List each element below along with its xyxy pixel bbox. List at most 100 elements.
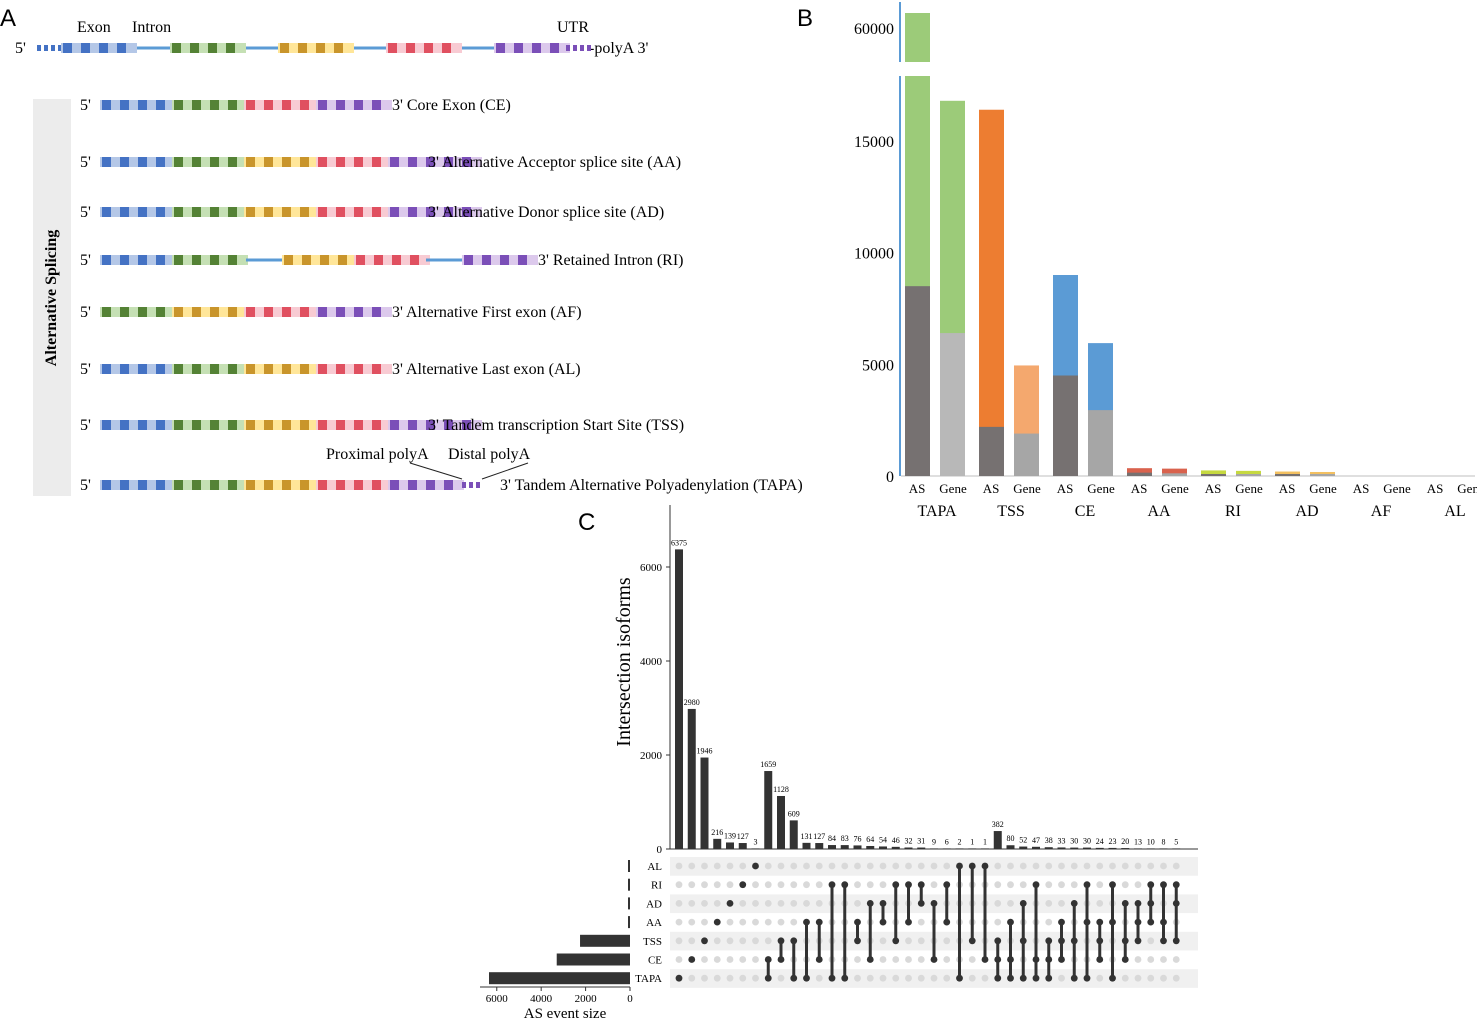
c-bar-value-label: 127	[813, 832, 825, 841]
c-matrix-dot-empty	[752, 974, 759, 982]
isoform-label: 3' Core Exon (CE)	[392, 97, 511, 114]
c-matrix-dot-empty	[1045, 900, 1053, 907]
c-set-size-bar	[628, 860, 630, 872]
c-matrix-dot-empty	[943, 956, 951, 963]
c-matrix-dot-filled	[905, 881, 912, 889]
c-matrix-dot-empty	[943, 937, 951, 945]
c-intersection-bar	[853, 845, 862, 849]
row-exon-b-block	[156, 364, 165, 374]
c-matrix-dot-filled	[1160, 881, 1167, 889]
row-exon-r-block	[336, 420, 345, 430]
b-bar-gene-shared-RI	[1236, 474, 1261, 476]
row-exon-p-block	[444, 480, 453, 490]
row-exon-p-block	[390, 157, 399, 167]
c-matrix-dot-empty	[764, 918, 772, 926]
c-matrix-dot-empty	[675, 937, 683, 945]
gene-exon-green-block	[190, 43, 199, 53]
c-matrix-dot-empty	[815, 974, 823, 982]
c-matrix-dot-filled	[1083, 881, 1091, 889]
row-exon-p-block	[372, 307, 381, 317]
row-exon-b-block	[156, 207, 165, 217]
utr-dash	[51, 45, 55, 51]
c-matrix-dot-empty	[764, 862, 772, 870]
c-bar-value-label: 1	[970, 837, 974, 846]
b-bar-gene-shared-AA	[1162, 473, 1187, 476]
c-matrix-dot-empty	[713, 881, 721, 889]
c-matrix-dot-empty	[1096, 881, 1104, 889]
c-intersection-bar	[700, 757, 709, 849]
c-bar-value-label: 47	[1032, 836, 1040, 845]
row-exon-y-block	[246, 364, 255, 374]
c-intersection-bar	[968, 848, 977, 849]
c-matrix-dot-empty	[701, 918, 708, 926]
row-exon-p-block	[462, 157, 471, 167]
b-bar-label-gene: Gene	[1383, 481, 1411, 496]
c-matrix-dot-empty	[1070, 862, 1078, 870]
row-exon-g-block	[192, 255, 201, 265]
c-bar-value-label: 83	[841, 834, 849, 843]
c-matrix-dot-empty	[866, 862, 874, 870]
gene-five-prime: 5'	[15, 40, 26, 57]
row-exon-b-block	[120, 364, 129, 374]
row-exon-red-block	[264, 100, 273, 110]
c-matrix-dot-empty	[777, 974, 785, 982]
utr-dash	[587, 45, 591, 51]
b-group-label: AA	[1147, 503, 1171, 520]
c-matrix-dot-empty	[1160, 862, 1167, 870]
row-exon-blue-block	[138, 100, 147, 110]
c-matrix-dot-empty	[930, 862, 938, 870]
c-matrix-dot-empty	[1070, 881, 1078, 889]
c-set-size-bar	[628, 878, 630, 891]
c-set-name: TAPA	[635, 973, 662, 985]
c-bar-value-label: 20	[1121, 837, 1129, 846]
c-intersection-bar	[891, 846, 900, 849]
c-matrix-dot-empty	[1045, 862, 1053, 870]
c-bar-value-label: 1946	[697, 747, 713, 756]
c-matrix-dot-empty	[879, 937, 887, 945]
utr-dash	[44, 45, 48, 51]
row-five-prime: 5'	[80, 361, 91, 378]
c-intersection-bar	[917, 847, 926, 849]
row-five-prime: 5'	[80, 417, 91, 434]
row-exon-r-block	[354, 420, 363, 430]
c-matrix-dot-empty	[726, 881, 734, 889]
c-bar-value-label: 139	[724, 831, 736, 840]
b-bar-label-gene: Gene	[1309, 481, 1337, 496]
b-bar-label-as: AS	[1427, 481, 1444, 496]
row-exon-r-block	[356, 255, 365, 265]
c-matrix-dot-empty	[790, 881, 798, 889]
b-bar-label-gene: Gene	[1087, 481, 1115, 496]
c-bar-value-label: 9	[932, 837, 936, 846]
row-exon-b-block	[120, 420, 129, 430]
row-exon-r-block	[264, 307, 273, 317]
b-bar-label-as: AS	[1057, 481, 1074, 496]
isoform-label: 3' Alternative First exon (AF)	[392, 304, 582, 321]
c-matrix-dot-empty	[1058, 881, 1065, 889]
c-matrix-dot-filled	[701, 937, 708, 945]
utr-dash	[462, 482, 466, 488]
row-exon-p-block	[444, 420, 453, 430]
c-matrix-dot-empty	[739, 900, 747, 907]
b-bar-gene-shared-TSS	[1014, 433, 1039, 476]
c-matrix-dot-filled	[739, 881, 747, 889]
c-matrix-dot-empty	[1121, 862, 1129, 870]
c-intersection-bar	[1146, 848, 1155, 849]
gene-exon-gold-block	[316, 43, 325, 53]
c-matrix-dot-empty	[1045, 918, 1053, 926]
c-bar-value-label: 33	[1058, 836, 1066, 845]
row-exon-b-block	[138, 207, 147, 217]
row-exon-g-block	[138, 307, 147, 317]
c-matrix-dot-empty	[1121, 881, 1129, 889]
b-bar-as-TAPA-upper	[905, 13, 930, 62]
c-intersection-bar	[1108, 847, 1117, 849]
c-matrix-dot-empty	[1147, 956, 1155, 963]
c-matrix-dot-empty	[854, 956, 861, 963]
isoform-row: 5' 3' Tandem Alternative Polyadenylation …	[80, 477, 803, 494]
row-exon-g-block	[192, 157, 201, 167]
b-group-label: AD	[1295, 503, 1318, 520]
c-matrix-dot-empty	[675, 956, 683, 963]
row-exon-g-block	[210, 480, 219, 490]
row-exon-g-block	[228, 480, 237, 490]
